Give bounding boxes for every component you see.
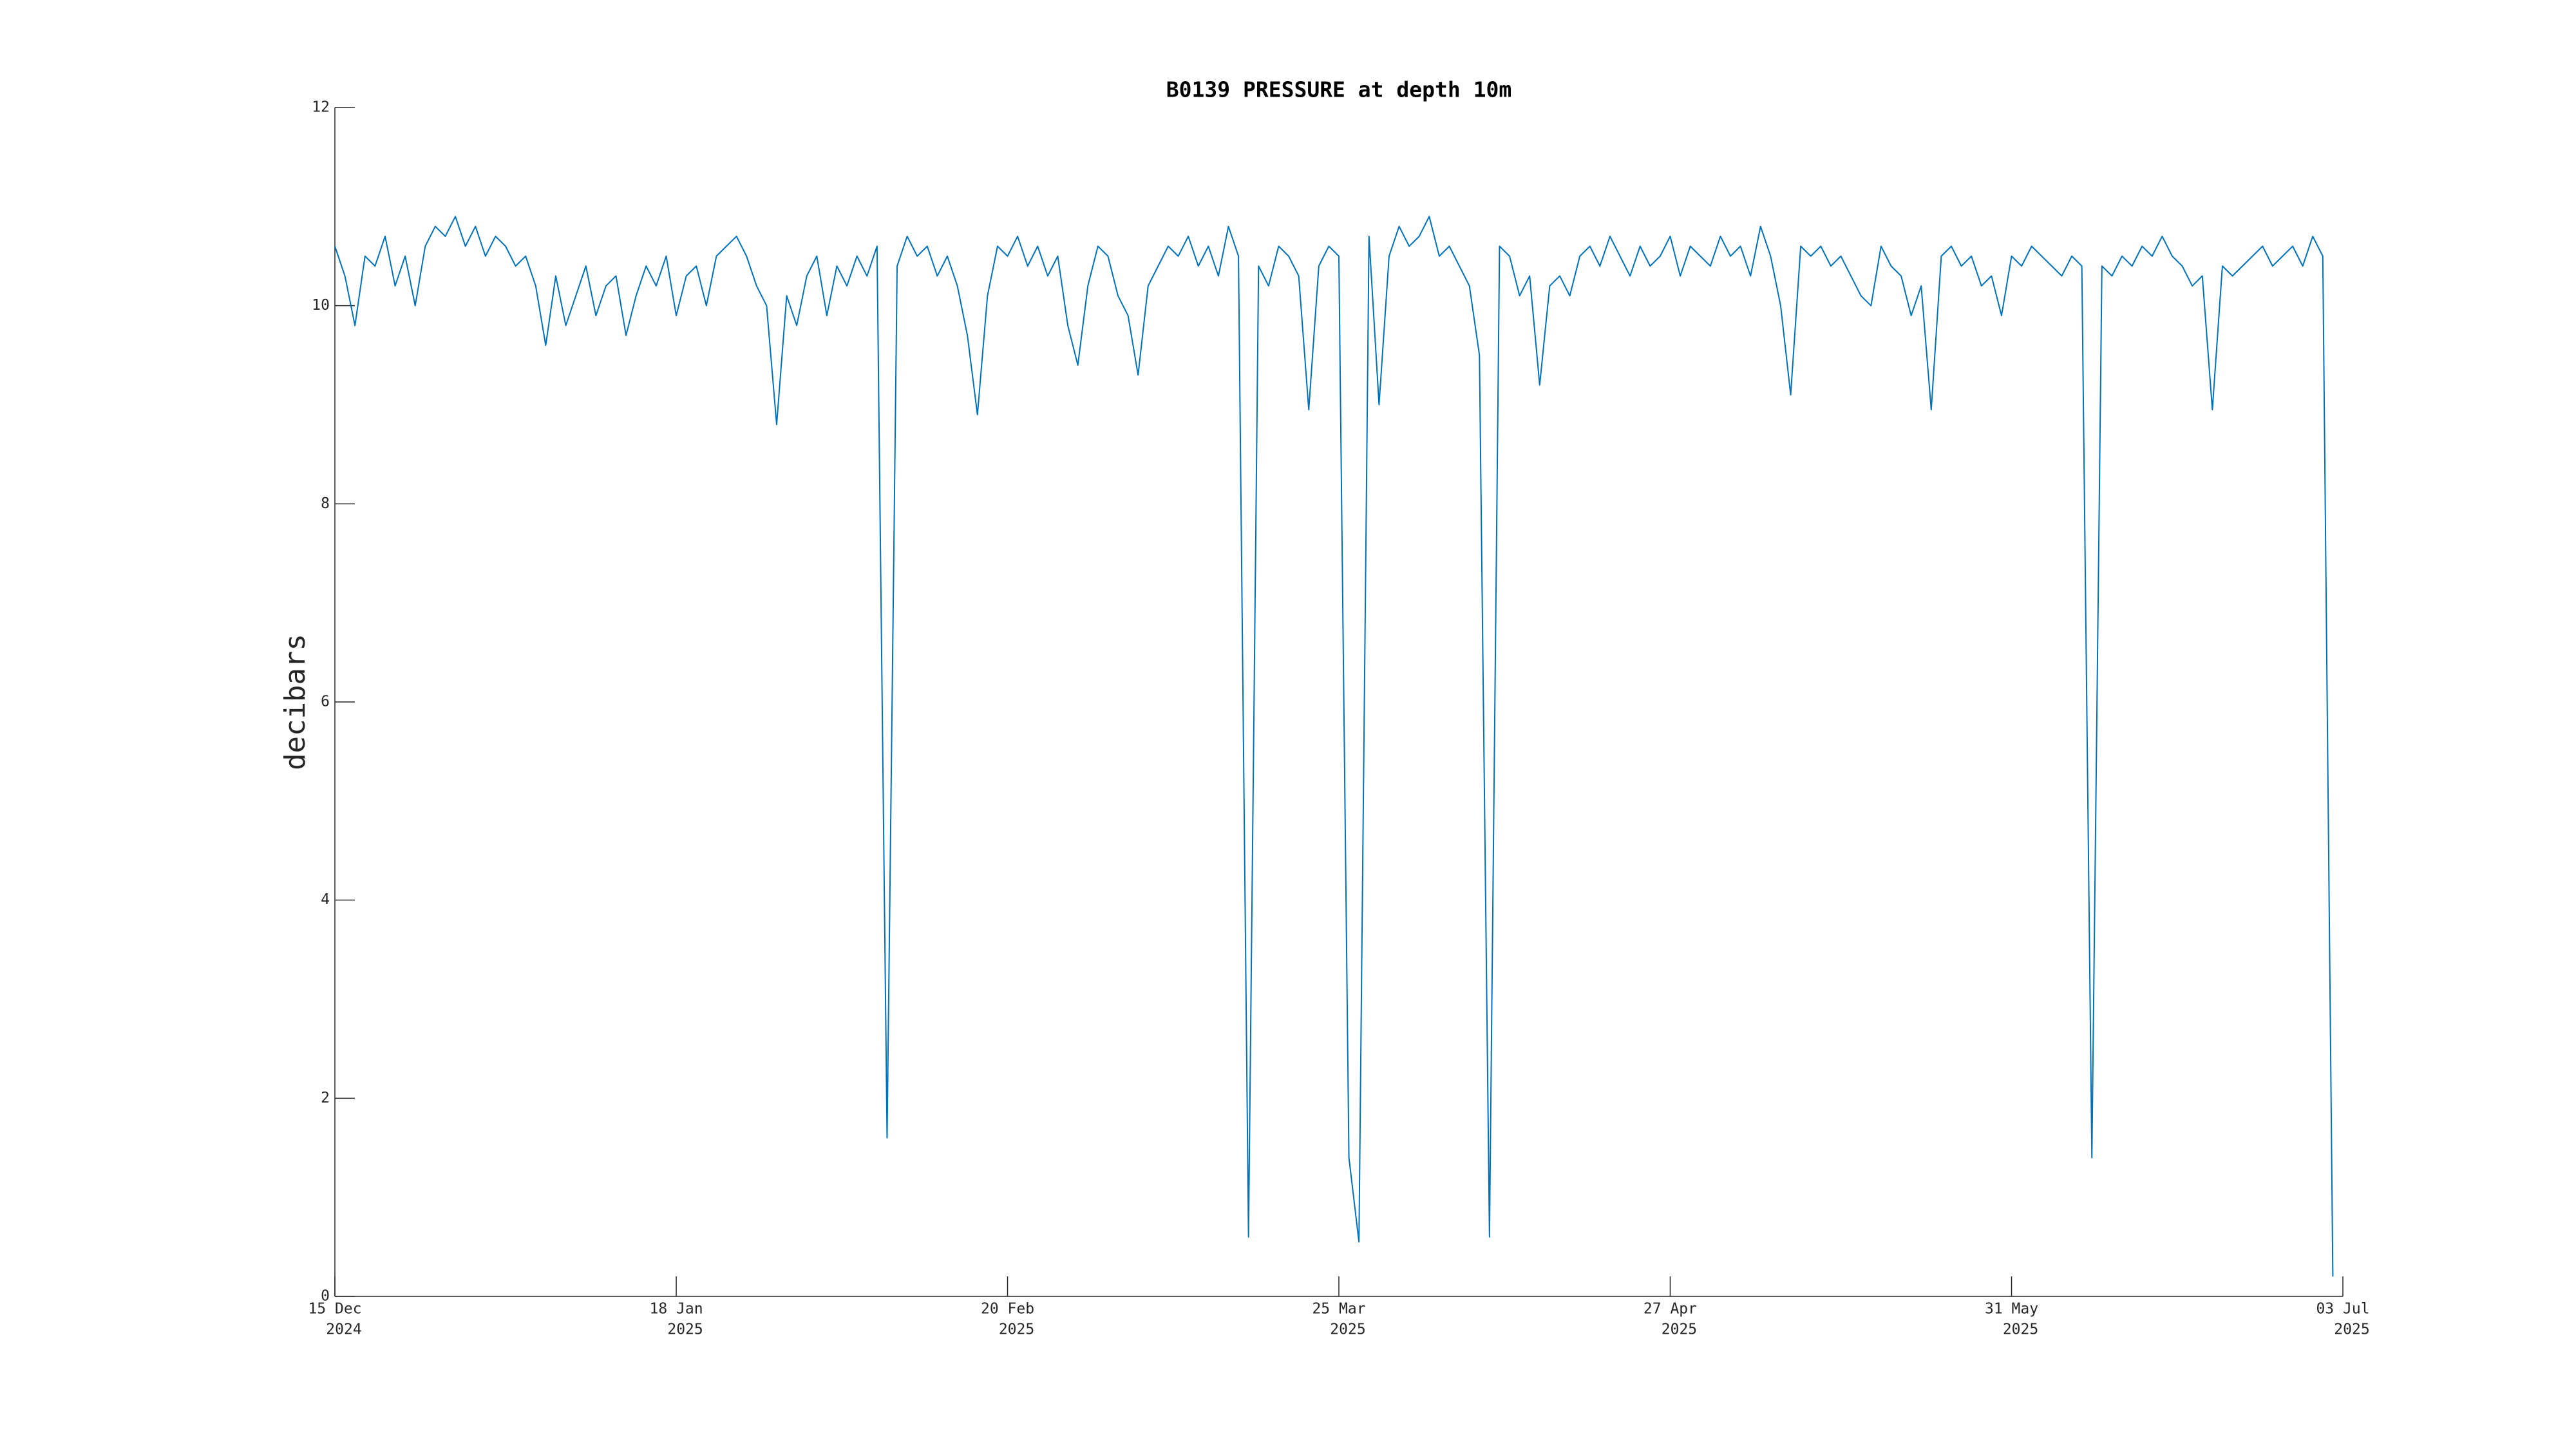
x-tick-label: 27 Apr <box>1643 1301 1697 1318</box>
y-tick-label: 0 <box>321 1288 330 1305</box>
y-tick-label: 4 <box>321 891 330 908</box>
x-tick-label: 03 Jul <box>2316 1301 2369 1318</box>
x-tick-label: 2025 <box>667 1321 703 1338</box>
x-tick-label: 20 Feb <box>981 1301 1034 1318</box>
x-tick-label: 2025 <box>999 1321 1034 1338</box>
x-tick-label: 2025 <box>1662 1321 1697 1338</box>
x-tick-label: 25 Mar <box>1312 1301 1365 1318</box>
x-tick-label: 18 Jan <box>650 1301 703 1318</box>
x-tick-label: 31 May <box>1985 1301 2038 1318</box>
x-tick-label: 2025 <box>1330 1321 1365 1338</box>
y-tick-label: 2 <box>321 1090 330 1106</box>
x-tick-label: 2025 <box>2003 1321 2038 1338</box>
x-tick-label: 2025 <box>2334 1321 2369 1338</box>
x-tick-label: 15 Dec <box>308 1301 361 1318</box>
y-tick-label: 6 <box>321 694 330 710</box>
y-axis-label: decibars <box>279 634 312 770</box>
y-tick-label: 8 <box>321 495 330 512</box>
chart-title: B0139 PRESSURE at depth 10m <box>1166 77 1511 102</box>
y-tick-label: 10 <box>312 297 330 314</box>
y-tick-label: 12 <box>312 99 330 116</box>
x-tick-label: 2024 <box>326 1321 361 1338</box>
data-line <box>334 216 2334 1277</box>
